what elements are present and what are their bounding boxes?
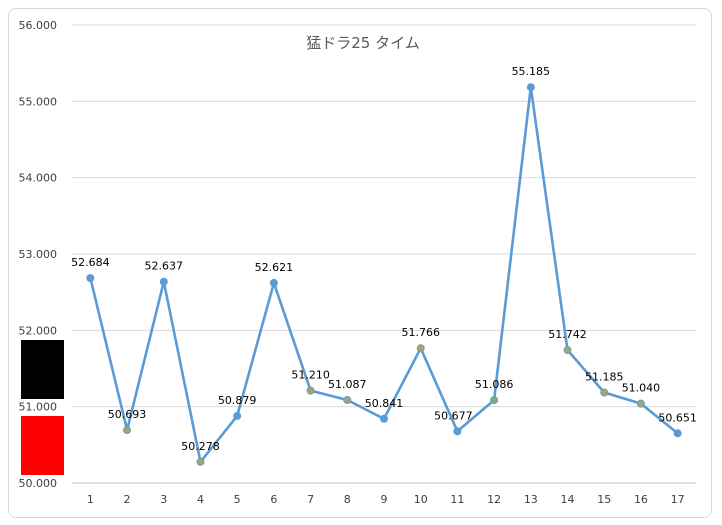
- data-label: 50.841: [365, 397, 404, 410]
- data-label: 55.185: [512, 65, 551, 78]
- data-label: 50.651: [658, 411, 697, 424]
- data-point: [416, 344, 425, 353]
- y-axis-ticks: 50.000 51.000 52.000 53.000 54.000 55.000 56.0…: [19, 19, 58, 490]
- x-tick-label: 1: [87, 493, 94, 506]
- x-tick-label: 12: [487, 493, 501, 506]
- data-label: 50.879: [218, 394, 257, 407]
- data-label: 52.621: [255, 261, 294, 274]
- data-label: 51.087: [328, 378, 367, 391]
- data-label: 52.684: [71, 256, 110, 269]
- x-tick-label: 5: [234, 493, 241, 506]
- data-label: 51.040: [622, 382, 661, 395]
- data-label: 51.210: [291, 369, 330, 382]
- red-overlay-block: [21, 416, 64, 475]
- data-point: [600, 388, 609, 397]
- data-label: 50.693: [108, 408, 147, 421]
- x-tick-label: 3: [160, 493, 167, 506]
- data-point: [196, 457, 205, 466]
- data-point: [233, 411, 242, 420]
- x-tick-label: 9: [381, 493, 388, 506]
- data-point: [159, 277, 168, 286]
- data-label: 52.637: [145, 260, 184, 273]
- data-label: 51.766: [401, 326, 440, 339]
- x-tick-label: 13: [524, 493, 538, 506]
- data-point: [563, 346, 572, 355]
- y-tick-label: 51.000: [19, 401, 58, 414]
- y-tick-label: 56.000: [19, 19, 58, 32]
- x-tick-label: 17: [671, 493, 685, 506]
- x-tick-label: 8: [344, 493, 351, 506]
- data-point: [636, 399, 645, 408]
- y-tick-label: 50.000: [19, 477, 58, 490]
- data-label: 51.185: [585, 371, 624, 384]
- data-point: [379, 414, 388, 423]
- data-point: [123, 426, 132, 435]
- chart-title: 猛ドラ25 タイム: [306, 34, 420, 52]
- y-tick-label: 54.000: [19, 172, 58, 185]
- data-point: [269, 278, 278, 287]
- data-label: 51.086: [475, 378, 514, 391]
- data-point: [526, 83, 535, 92]
- x-axis-ticks: 1 2 3 4 5 6 7 8 9 10 11 12 13 14 15 16 17: [87, 493, 685, 506]
- x-tick-label: 2: [124, 493, 131, 506]
- y-tick-label: 55.000: [19, 95, 58, 108]
- data-point: [86, 274, 95, 283]
- gridlines: [72, 24, 696, 484]
- y-tick-label: 52.000: [19, 324, 58, 337]
- x-tick-label: 4: [197, 493, 204, 506]
- data-label: 50.677: [434, 409, 473, 422]
- data-point: [453, 427, 462, 436]
- x-tick-label: 11: [450, 493, 464, 506]
- x-tick-label: 14: [561, 493, 575, 506]
- x-tick-label: 7: [307, 493, 314, 506]
- data-point: [343, 396, 352, 405]
- black-overlay-block: [21, 340, 64, 399]
- data-point: [673, 429, 682, 438]
- data-label: 50.278: [181, 440, 220, 453]
- x-tick-label: 16: [634, 493, 648, 506]
- x-tick-label: 15: [597, 493, 611, 506]
- data-labels: 52.684 50.693 52.637 50.278 50.879 52.621 51.2…: [71, 65, 697, 453]
- data-label: 51.742: [548, 328, 587, 341]
- data-point: [306, 386, 315, 395]
- x-tick-label: 6: [270, 493, 277, 506]
- data-point: [490, 396, 499, 405]
- y-tick-label: 53.000: [19, 248, 58, 261]
- data-points: [86, 83, 682, 466]
- x-tick-label: 10: [414, 493, 428, 506]
